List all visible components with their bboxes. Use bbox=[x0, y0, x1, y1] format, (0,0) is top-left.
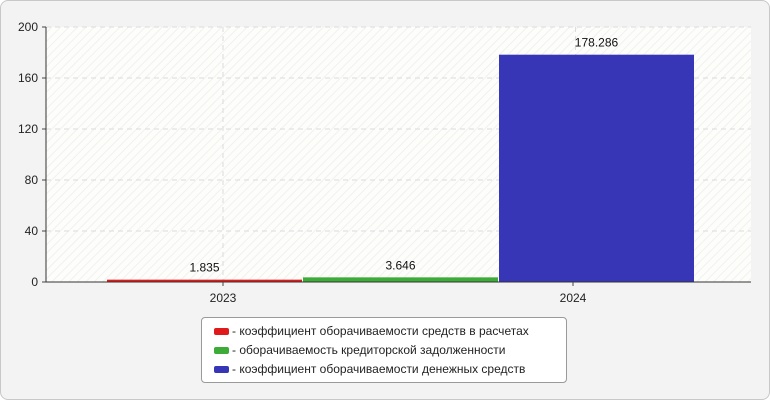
legend-swatch bbox=[214, 328, 229, 335]
legend: - коэффициент оборачиваемости средств в … bbox=[201, 317, 567, 383]
y-tick-label: 40 bbox=[25, 224, 39, 238]
data-label: 178.286 bbox=[575, 36, 619, 50]
y-tick-label: 0 bbox=[31, 275, 38, 289]
legend-label: - оборачиваемость кредиторской задолженн… bbox=[232, 343, 506, 357]
y-tick-label: 80 bbox=[25, 173, 39, 187]
data-label: 3.646 bbox=[385, 258, 415, 272]
legend-swatch bbox=[214, 347, 229, 354]
x-tick-label: 2024 bbox=[560, 291, 587, 305]
bar bbox=[303, 277, 498, 282]
legend-label: - коэффициент оборачиваемости денежных с… bbox=[232, 362, 526, 376]
data-label: 1.835 bbox=[189, 261, 219, 275]
legend-item: - коэффициент оборачиваемости средств в … bbox=[214, 322, 566, 341]
bar-chart: 0 40 80 120 160 200 2023 2024 1.835 3.646 178.286 bbox=[18, 20, 751, 305]
legend-swatch bbox=[214, 366, 229, 373]
y-tick-label: 200 bbox=[18, 20, 38, 34]
x-tick-label: 2023 bbox=[210, 291, 237, 305]
legend-label: - коэффициент оборачиваемости средств в … bbox=[232, 324, 529, 338]
legend-item: - оборачиваемость кредиторской задолженн… bbox=[214, 341, 566, 360]
bar bbox=[499, 54, 694, 282]
y-tick-label: 120 bbox=[18, 122, 38, 136]
y-tick-label: 160 bbox=[18, 71, 38, 85]
legend-item: - коэффициент оборачиваемости денежных с… bbox=[214, 360, 566, 379]
bar bbox=[107, 279, 302, 282]
